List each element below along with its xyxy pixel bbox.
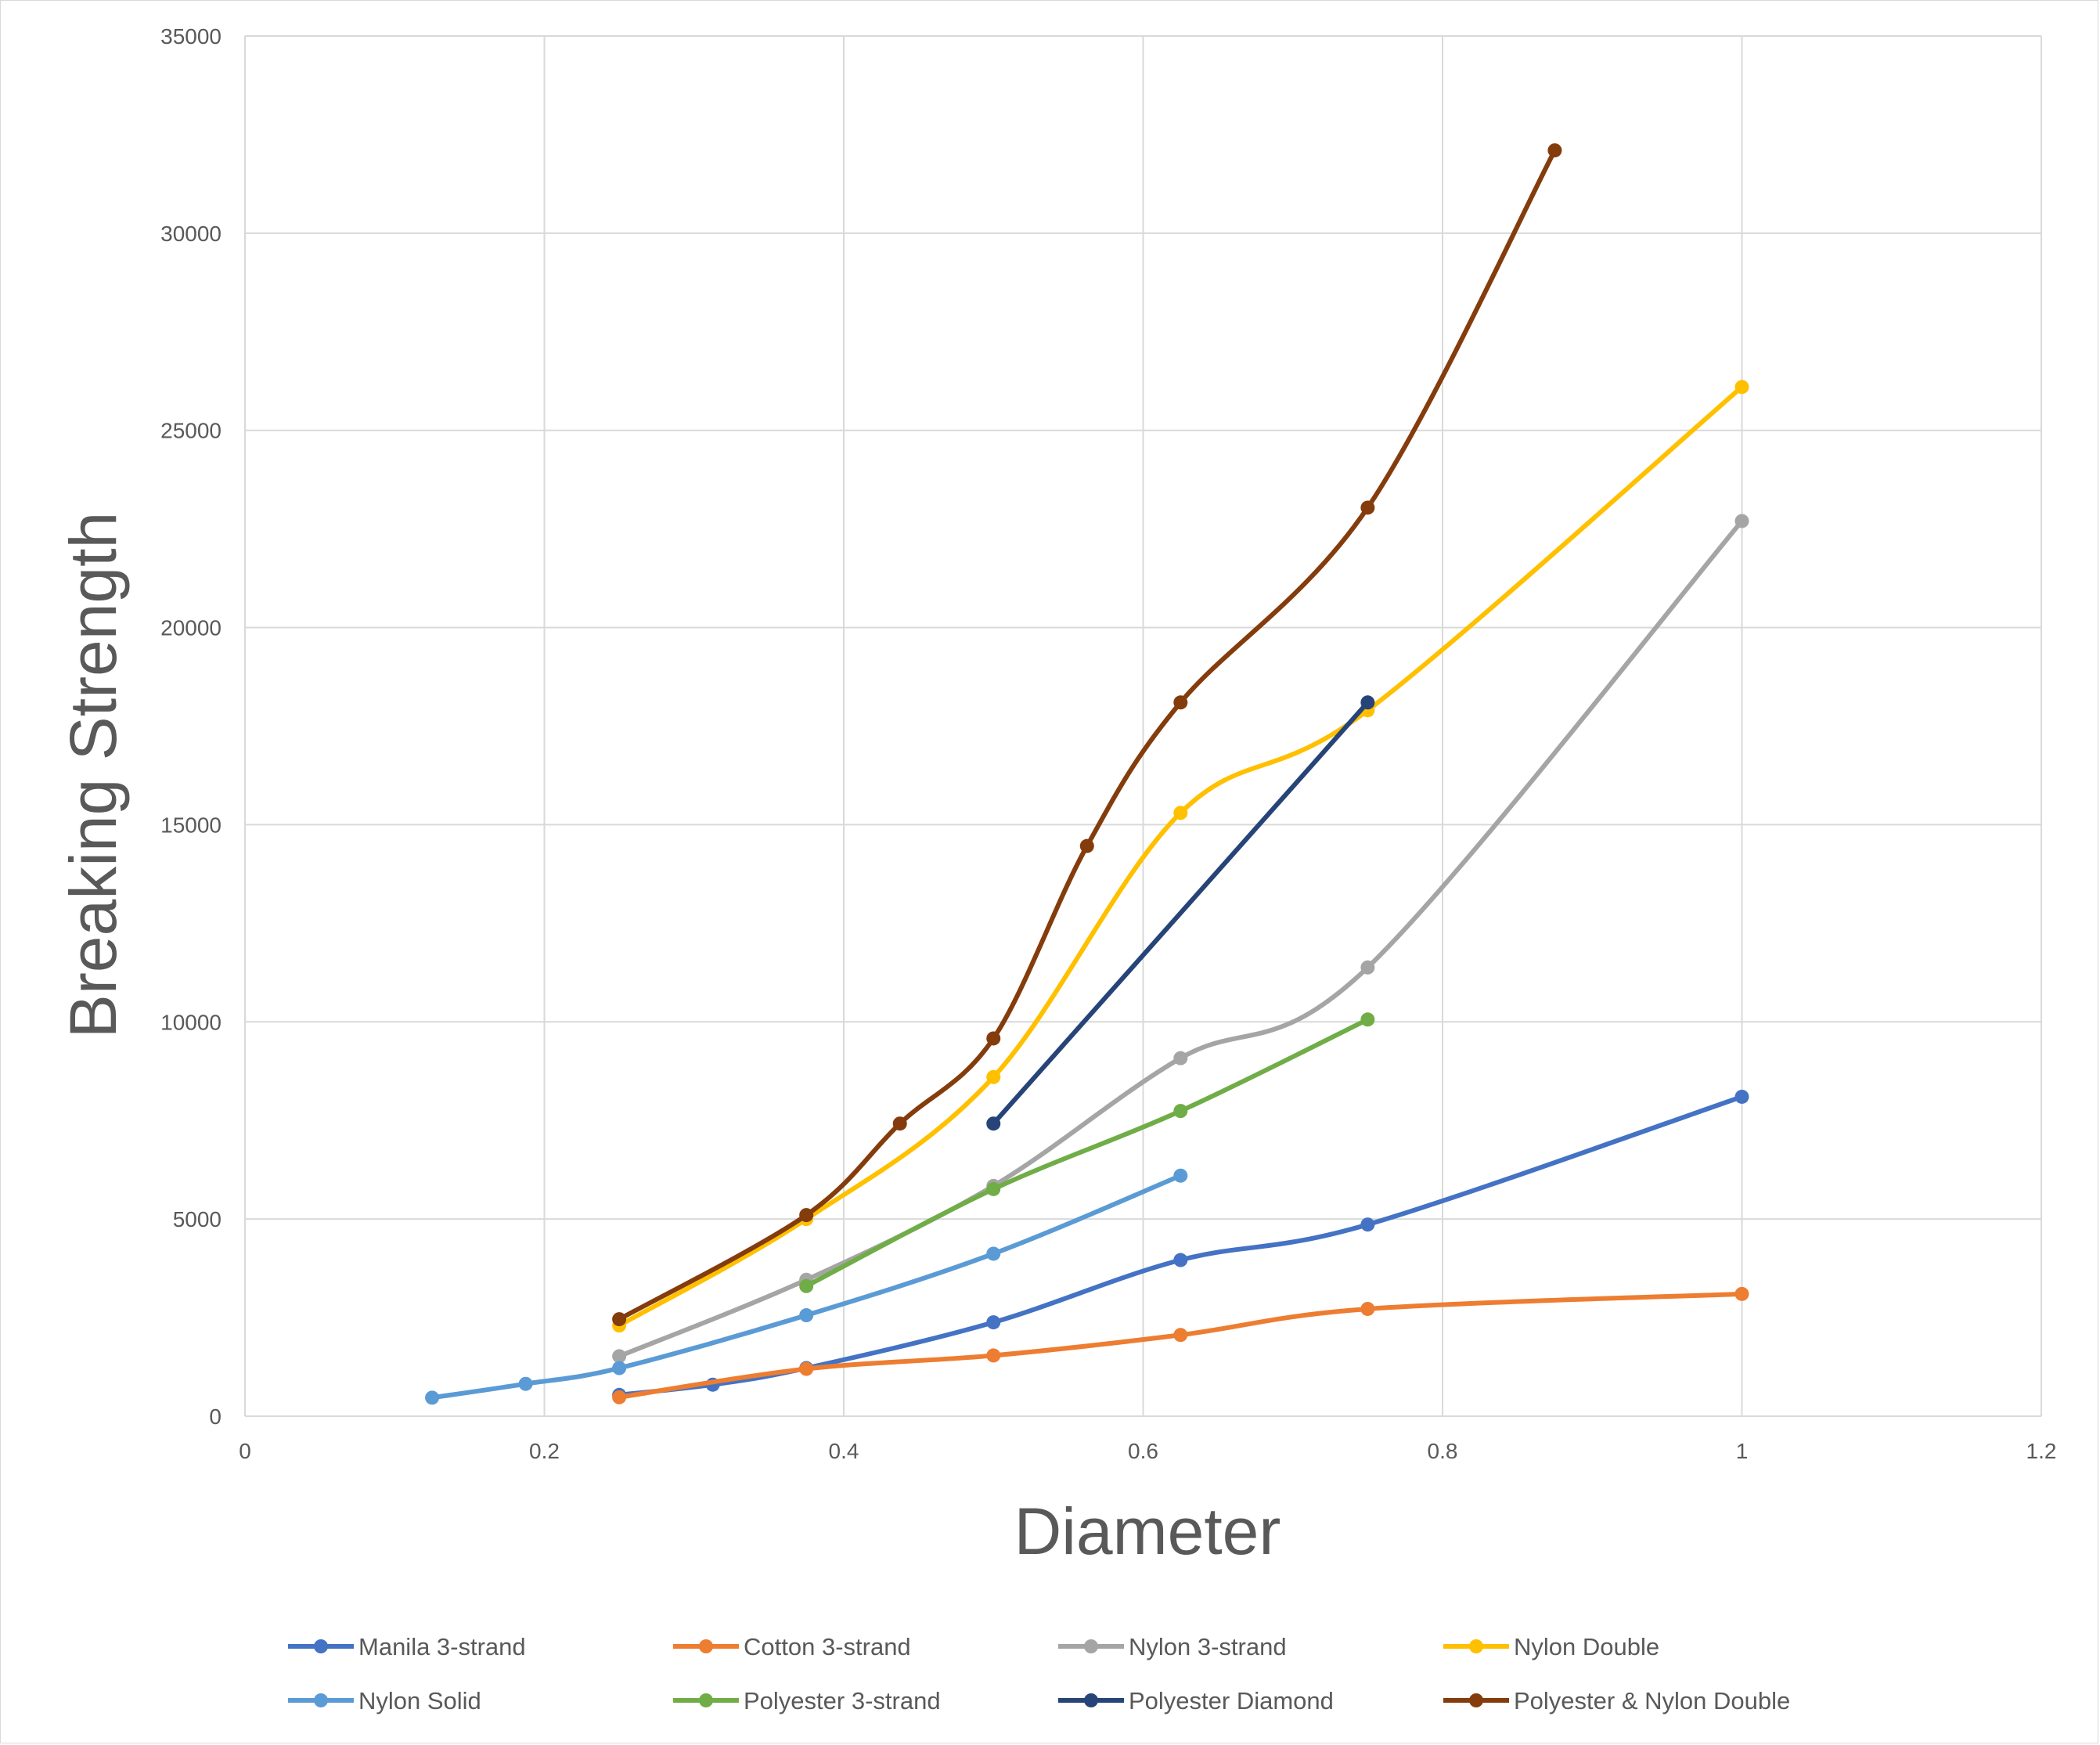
legend: Manila 3-strand Cotton 3-strand Nylon 3-st… <box>288 1633 1790 1714</box>
legend-marker <box>314 1639 328 1653</box>
y-tick-label: 10000 <box>160 1010 222 1034</box>
legend-marker <box>1084 1693 1098 1707</box>
data-point <box>1173 1328 1188 1343</box>
legend-item: Cotton 3-strand <box>673 1633 911 1660</box>
data-point <box>799 1278 814 1293</box>
data-point <box>1173 1104 1188 1119</box>
y-tick-label: 20000 <box>160 616 222 640</box>
tick-labels: 0 0.2 0.4 0.6 0.8 1 1.2 0 5000 10000 15000 20000 250… <box>160 24 2056 1463</box>
axes <box>244 36 2041 1417</box>
legend-label: Nylon Double <box>1514 1633 1659 1660</box>
y-axis-title: Breaking Strength <box>56 512 130 1038</box>
legend-label: Manila 3-strand <box>358 1633 526 1660</box>
x-axis-title: Diameter <box>1014 1494 1281 1568</box>
legend-item: Nylon Solid <box>288 1687 481 1714</box>
data-point <box>1547 143 1562 158</box>
y-tick-label: 0 <box>209 1404 222 1429</box>
data-point <box>1173 806 1188 820</box>
data-point <box>1734 380 1749 395</box>
legend-item: Nylon Double <box>1443 1633 1659 1660</box>
data-point <box>799 1308 814 1323</box>
data-point <box>986 1348 1001 1363</box>
legend-item: Polyester & Nylon Double <box>1443 1687 1790 1714</box>
legend-marker <box>1084 1639 1098 1653</box>
x-tick-label: 1.2 <box>2026 1439 2057 1463</box>
legend-marker <box>699 1639 713 1653</box>
y-tick-label: 25000 <box>160 419 222 443</box>
series-polyester-3-strand <box>799 1012 1375 1293</box>
data-point <box>986 1181 1001 1196</box>
data-point <box>986 1116 1001 1131</box>
x-tick-label: 0.2 <box>529 1439 560 1463</box>
legend-item: Polyester 3-strand <box>673 1687 941 1714</box>
legend-label: Polyester 3-strand <box>744 1687 941 1714</box>
data-point <box>612 1312 627 1327</box>
plot-series <box>425 143 1749 1405</box>
data-point <box>612 1390 627 1404</box>
legend-item: Manila 3-strand <box>288 1633 526 1660</box>
data-point <box>1173 695 1188 710</box>
y-tick-label: 30000 <box>160 222 222 246</box>
series-cotton-3-strand <box>612 1286 1749 1404</box>
x-tick-label: 1 <box>1736 1439 1749 1463</box>
data-point <box>1360 695 1375 710</box>
y-tick-label: 15000 <box>160 813 222 837</box>
data-point <box>1734 1089 1749 1104</box>
data-point <box>518 1376 533 1391</box>
data-point <box>986 1031 1001 1046</box>
data-point <box>612 1349 627 1364</box>
x-tick-label: 0.6 <box>1128 1439 1158 1463</box>
data-point <box>986 1315 1001 1330</box>
data-point <box>892 1116 907 1131</box>
legend-marker <box>1469 1693 1483 1707</box>
series-polyester-nylon-double <box>612 143 1562 1327</box>
legend-label: Cotton 3-strand <box>744 1633 911 1660</box>
gridlines <box>245 35 2042 1416</box>
series-nylon-double <box>612 380 1749 1333</box>
series-line <box>617 1094 1745 1397</box>
series-nylon-solid <box>425 1168 1188 1405</box>
data-point <box>1360 500 1375 515</box>
series-polyester-diamond <box>986 695 1375 1131</box>
data-point <box>1173 1168 1188 1183</box>
y-tick-label: 5000 <box>173 1207 222 1231</box>
data-point <box>1734 1286 1749 1301</box>
series-line <box>617 384 1745 1329</box>
legend-label: Nylon 3-strand <box>1129 1633 1287 1660</box>
data-point <box>1360 1012 1375 1027</box>
data-point <box>1173 1253 1188 1267</box>
data-point <box>1360 1301 1375 1316</box>
data-point <box>425 1390 440 1405</box>
x-tick-label: 0.4 <box>829 1439 859 1463</box>
data-point <box>1734 514 1749 528</box>
data-point <box>1079 838 1094 853</box>
data-point <box>1360 1217 1375 1232</box>
series-line <box>804 1017 1371 1289</box>
legend-item: Nylon 3-strand <box>1058 1633 1287 1660</box>
legend-label: Polyester Diamond <box>1129 1687 1334 1714</box>
legend-marker <box>314 1693 328 1707</box>
series-manila-3-strand <box>612 1089 1749 1402</box>
series-line <box>991 700 1371 1127</box>
x-tick-label: 0.8 <box>1428 1439 1458 1463</box>
series-line <box>617 1291 1745 1400</box>
data-point <box>1173 1051 1188 1065</box>
legend-marker <box>1469 1639 1483 1653</box>
data-point <box>612 1361 627 1375</box>
y-tick-label: 35000 <box>160 24 222 49</box>
data-point <box>799 1208 814 1223</box>
legend-label: Polyester & Nylon Double <box>1514 1687 1790 1714</box>
data-point <box>986 1246 1001 1261</box>
series-line <box>617 148 1558 1322</box>
data-point <box>1360 960 1375 975</box>
data-point <box>799 1361 814 1376</box>
legend-marker <box>699 1693 713 1707</box>
legend-item: Polyester Diamond <box>1058 1687 1334 1714</box>
data-point <box>986 1069 1001 1084</box>
x-tick-label: 0 <box>239 1439 251 1463</box>
legend-label: Nylon Solid <box>358 1687 481 1714</box>
